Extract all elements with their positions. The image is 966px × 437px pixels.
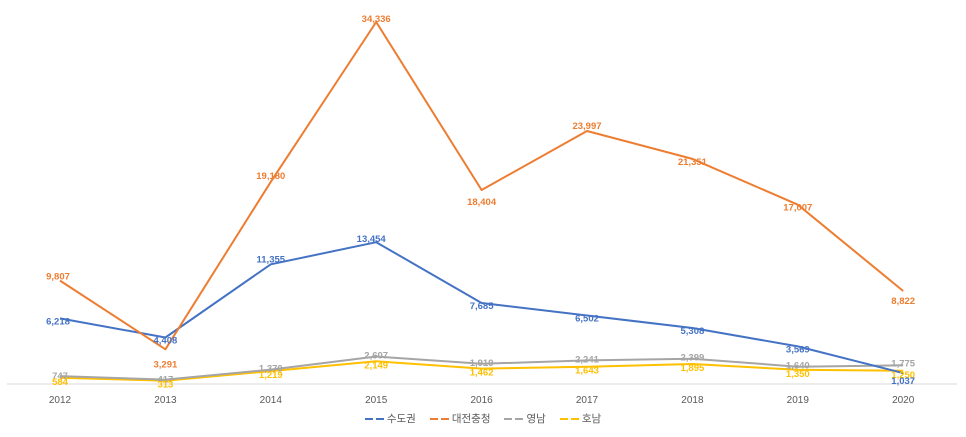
line-swatch-icon (559, 417, 579, 420)
data-label: 2,607 (364, 351, 388, 362)
series-layer (59, 21, 904, 382)
data-label: 2,241 (575, 354, 599, 365)
data-label: 5,308 (681, 326, 705, 337)
data-label: 1,350 (786, 369, 810, 380)
data-label: 1,640 (786, 361, 810, 372)
data-label: 1,643 (575, 366, 599, 377)
data-label: 6,502 (575, 314, 599, 325)
x-axis-ticks: 2012 2013 2014 2015 2016 2017 2018 2019 2020 (49, 395, 915, 406)
x-tick-label: 2019 (787, 395, 810, 406)
legend-label: 대전충청 (451, 413, 491, 425)
data-label: 1,895 (681, 363, 705, 374)
data-label: 6,218 (46, 316, 70, 327)
data-label: 584 (52, 377, 69, 388)
series-line-1 (59, 21, 904, 351)
data-label: 18,404 (467, 197, 497, 208)
data-labels: 747 417 1,370 2,607 1,919 2,241 2,399 1,640 1,77… (46, 14, 916, 391)
x-tick-label: 2012 (49, 395, 72, 406)
data-label: 23,997 (572, 121, 601, 132)
legend-item-daejeon-chungcheong[interactable]: 대전충청 (429, 411, 491, 426)
x-tick-label: 2013 (154, 395, 177, 406)
x-tick-label: 2020 (892, 395, 915, 406)
data-label: 313 (157, 380, 173, 391)
data-label: 1,919 (470, 358, 494, 369)
data-label: 13,454 (357, 234, 387, 245)
data-label: 417 (157, 375, 173, 386)
chart-legend: 수도권 대전충청 영남 호남 (0, 411, 966, 426)
data-label: 1,370 (259, 364, 283, 375)
data-label: 11,355 (257, 254, 286, 265)
line-swatch-icon (504, 417, 524, 420)
x-tick-label: 2016 (470, 395, 493, 406)
data-label: 21,351 (678, 157, 708, 168)
x-tick-label: 2017 (576, 395, 599, 406)
data-label: 1,219 (259, 370, 283, 381)
data-label: 9,807 (46, 272, 70, 283)
data-label: 4,408 (154, 336, 178, 347)
data-label: 2,149 (364, 360, 388, 371)
data-label: 1,037 (891, 376, 915, 387)
series-line-0 (59, 241, 904, 375)
data-label: 8,822 (891, 296, 915, 307)
series-line-3 (59, 360, 904, 382)
data-label: 747 (52, 371, 68, 382)
data-label: 2,399 (681, 353, 705, 364)
legend-label: 호남 (581, 413, 602, 425)
series-line-2 (59, 355, 904, 381)
line-swatch-icon (429, 417, 449, 420)
data-label: 1,462 (470, 368, 494, 379)
legend-label: 영남 (526, 413, 546, 425)
line-chart: 747 417 1,370 2,607 1,919 2,241 2,399 1,640 1,77… (7, 14, 957, 406)
data-label: 17,007 (783, 203, 812, 214)
data-label: 34,336 (362, 14, 391, 25)
data-label: 1,250 (891, 370, 915, 381)
legend-label: 수도권 (386, 413, 416, 425)
legend-item-yeongnam[interactable]: 영남 (504, 411, 546, 426)
data-label: 1,775 (891, 358, 915, 369)
legend-item-capital[interactable]: 수도권 (364, 411, 416, 426)
data-label: 19,180 (256, 171, 285, 182)
line-swatch-icon (364, 417, 384, 420)
x-tick-label: 2018 (681, 395, 704, 406)
legend-item-honam[interactable]: 호남 (559, 411, 602, 426)
data-label: 3,291 (154, 359, 178, 370)
x-tick-label: 2015 (365, 395, 388, 406)
data-label: 7,685 (470, 301, 494, 312)
x-tick-label: 2014 (260, 395, 283, 406)
data-label: 3,569 (786, 344, 810, 355)
